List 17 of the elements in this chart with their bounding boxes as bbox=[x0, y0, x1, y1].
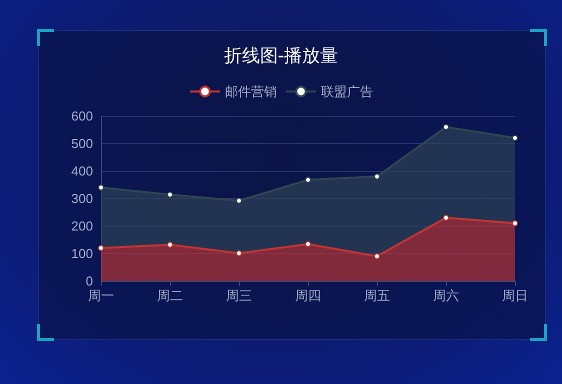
y-tick-label: 400 bbox=[71, 164, 93, 178]
y-tick-label: 300 bbox=[71, 191, 93, 206]
y-tick-label: 0 bbox=[86, 274, 93, 288]
x-tick-label: 周一 bbox=[88, 288, 114, 303]
y-tick-label: 600 bbox=[71, 108, 93, 124]
x-tick-label: 周日 bbox=[502, 288, 528, 303]
y-tick-label: 100 bbox=[71, 246, 93, 261]
x-tick-label: 周五 bbox=[364, 288, 390, 303]
legend-label: 联盟广告 bbox=[321, 84, 373, 99]
y-tick-label: 500 bbox=[71, 136, 93, 151]
x-tick-label: 周三 bbox=[226, 288, 252, 303]
legend-label: 邮件营销 bbox=[225, 84, 277, 99]
x-tick-label: 周六 bbox=[433, 288, 459, 303]
chart-title: 折线图-播放量 bbox=[224, 46, 338, 66]
x-tick-label: 周二 bbox=[157, 288, 183, 303]
x-tick-label: 周四 bbox=[295, 288, 321, 303]
y-tick-label: 200 bbox=[71, 218, 93, 234]
